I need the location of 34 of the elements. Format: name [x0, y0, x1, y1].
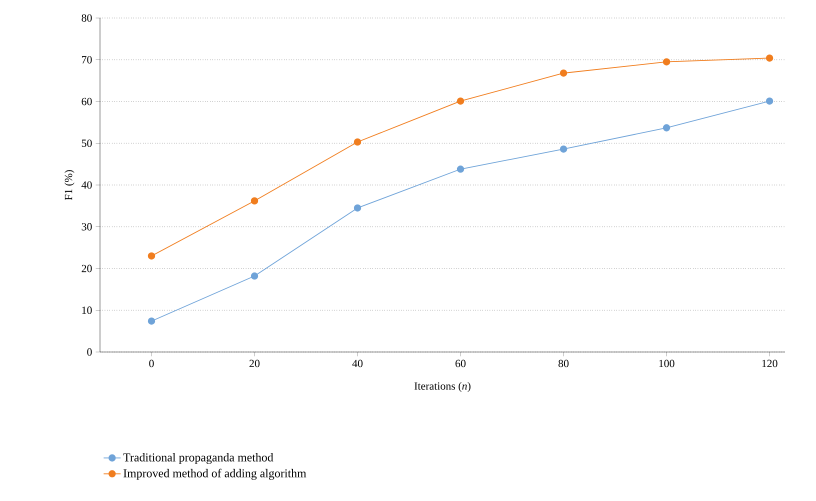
x-tick-label: 60 [456, 360, 466, 368]
x-tick-label: 100 [659, 360, 674, 368]
point [766, 97, 774, 105]
y-tick-label: 80 [82, 14, 92, 22]
x-tick-label: 80 [558, 360, 569, 368]
point [456, 166, 464, 173]
point [456, 97, 464, 105]
legend-label: Improved method of adding algorithm [124, 468, 306, 480]
x-tick-label: 0 [149, 360, 154, 368]
point [662, 58, 670, 66]
point [250, 197, 258, 205]
x-tick-label: 40 [352, 360, 363, 368]
point [766, 54, 774, 62]
x-axis-title: Iterations (n) [414, 382, 470, 392]
y-tick-label: 30 [82, 223, 92, 230]
point [354, 204, 362, 212]
point [148, 317, 156, 325]
y-axis-title: F1 (%) [64, 170, 74, 200]
point [560, 145, 568, 153]
point [148, 252, 156, 260]
y-tick-label: 20 [82, 264, 92, 272]
x-tick-label: 120 [762, 360, 778, 368]
y-tick-label: 40 [81, 181, 92, 189]
legend-label: Traditional propaganda method [123, 453, 274, 464]
y-tick-label: 70 [82, 56, 92, 64]
y-tick-label: 0 [87, 348, 92, 356]
point [560, 69, 568, 77]
y-tick-label: 60 [82, 98, 92, 106]
x-tick-label: 20 [250, 360, 260, 368]
point [662, 124, 670, 132]
point [250, 272, 258, 280]
y-tick-label: 50 [82, 140, 92, 147]
point [354, 138, 362, 146]
y-tick-label: 10 [82, 306, 92, 314]
